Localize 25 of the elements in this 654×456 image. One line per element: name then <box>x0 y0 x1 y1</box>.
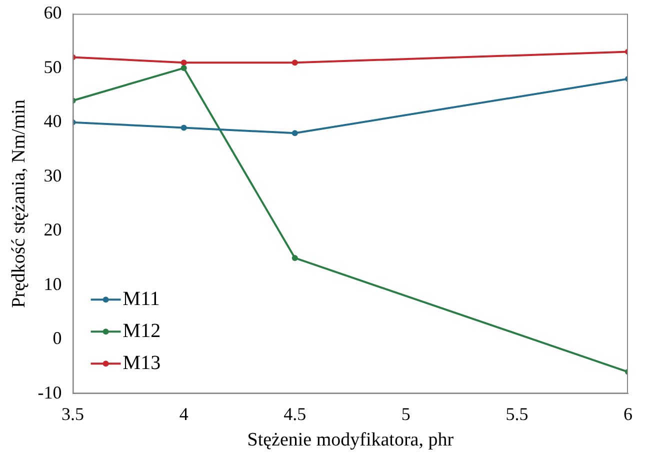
point <box>180 65 187 72</box>
legend-label: M11 <box>122 288 160 310</box>
y-tick-label: 30 <box>44 165 62 186</box>
x-tick-label: 5 <box>401 404 410 424</box>
point <box>180 60 187 66</box>
legend-label: M12 <box>122 320 161 342</box>
point <box>292 254 298 261</box>
y-tick-label: 40 <box>44 111 62 132</box>
y-tick-label: 60 <box>44 2 62 23</box>
y-tick-label: 10 <box>44 274 62 294</box>
y-tick-label: 0 <box>52 328 62 348</box>
x-tick-label: 3.5 <box>62 404 84 424</box>
x-tick-label: 4 <box>179 404 188 424</box>
y-tick-label: 50 <box>44 56 62 77</box>
x-tick-label: 6 <box>624 404 632 424</box>
point <box>180 124 187 131</box>
y-tick-label: 20 <box>44 220 62 240</box>
y-axis-title: Prędkość stężania, Nm/min <box>8 98 30 308</box>
x-tick-label: 4.5 <box>284 404 306 424</box>
point <box>292 60 298 66</box>
point <box>292 130 298 136</box>
legend-label: M13 <box>122 352 161 374</box>
x-axis-title: Stężenie modyfikatora, phr <box>247 430 454 451</box>
y-tick-label: -10 <box>38 382 62 402</box>
x-tick-label: 5.5 <box>506 404 528 424</box>
